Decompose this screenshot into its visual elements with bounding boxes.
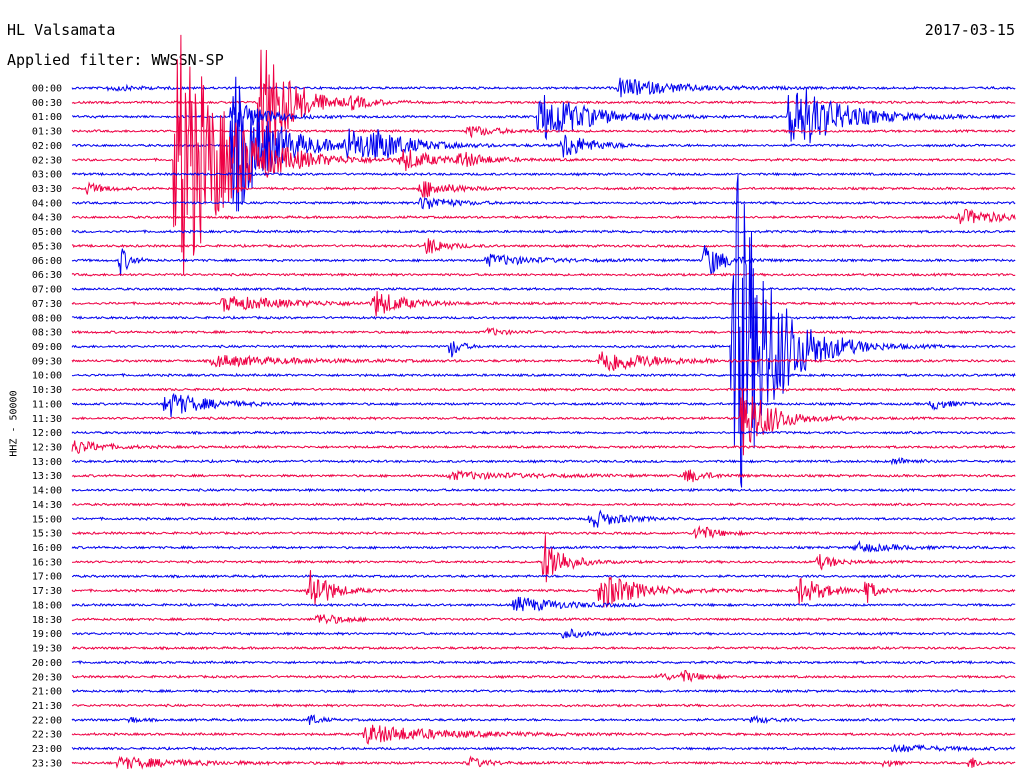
row-time-label: 13:30 — [32, 471, 62, 482]
trace-1330 — [71, 469, 1016, 483]
trace-0700 — [71, 286, 1016, 292]
row-time-label: 18:30 — [32, 615, 62, 626]
trace-0500 — [71, 229, 1016, 234]
row-time-label: 02:00 — [32, 141, 62, 152]
row-time-label: 20:30 — [32, 672, 62, 683]
trace-0100 — [72, 88, 1016, 144]
row-time-label: 17:30 — [32, 586, 62, 597]
row-time-label: 22:00 — [32, 715, 62, 726]
trace-1200 — [71, 430, 1016, 436]
trace-1830 — [71, 614, 1016, 625]
trace-2030 — [71, 669, 1016, 683]
row-time-label: 19:30 — [32, 644, 62, 655]
row-time-label: 20:00 — [32, 658, 62, 669]
row-time-label: 23:30 — [32, 758, 62, 769]
trace-0830 — [71, 326, 1016, 336]
trace-1600 — [71, 540, 1016, 553]
trace-2300 — [71, 743, 1016, 753]
trace-1930 — [71, 645, 1016, 651]
row-time-label: 08:30 — [32, 328, 62, 339]
trace-0000 — [71, 77, 1016, 98]
trace-0130 — [71, 125, 1016, 139]
trace-2230 — [71, 724, 1016, 745]
trace-0930 — [71, 351, 1016, 372]
trace-0300 — [71, 171, 1016, 177]
row-time-label: 03:30 — [32, 184, 62, 195]
applied-filter: Applied filter: WWSSN-SP — [7, 51, 224, 69]
trace-0900 — [71, 174, 1016, 488]
trace-0330 — [71, 181, 1016, 198]
trace-1300 — [71, 456, 1016, 466]
row-time-label: 01:00 — [32, 112, 62, 123]
row-time-label: 22:30 — [32, 730, 62, 741]
row-time-label: 09:00 — [32, 342, 62, 353]
trace-1730 — [71, 570, 1016, 608]
trace-0730 — [71, 291, 1016, 317]
trace-1430 — [71, 502, 1016, 507]
row-time-label: 00:30 — [32, 98, 62, 109]
row-time-label: 07:30 — [32, 299, 62, 310]
trace-1530 — [72, 524, 1016, 539]
row-time-label: 23:00 — [32, 744, 62, 755]
trace-0600 — [71, 245, 1016, 276]
row-time-label: 03:00 — [32, 170, 62, 181]
trace-2130 — [71, 703, 1016, 708]
row-time-label: 10:30 — [32, 385, 62, 396]
row-time-label: 15:00 — [32, 514, 62, 525]
row-time-label: 14:30 — [32, 500, 62, 511]
trace-1100 — [72, 392, 1016, 418]
trace-1800 — [71, 596, 1016, 612]
row-time-label: 15:30 — [32, 529, 62, 540]
row-time-label: 04:00 — [32, 198, 62, 209]
trace-1000 — [71, 372, 1016, 378]
trace-1400 — [71, 487, 1016, 493]
row-time-label: 11:30 — [32, 414, 62, 425]
row-time-label: 16:00 — [32, 543, 62, 554]
trace-1900 — [71, 628, 1016, 639]
station-name: HL Valsamata — [7, 21, 116, 39]
row-time-label: 10:00 — [32, 371, 62, 382]
row-time-label: 01:30 — [32, 127, 62, 138]
row-time-label: 11:00 — [32, 399, 62, 410]
row-time-label: 19:00 — [32, 629, 62, 640]
trace-1500 — [72, 509, 1016, 528]
trace-2330 — [71, 755, 1016, 770]
row-time-label: 04:30 — [32, 213, 62, 224]
trace-0030 — [71, 49, 1016, 148]
trace-1630 — [71, 535, 1016, 583]
row-time-label: 05:00 — [32, 227, 62, 238]
row-time-label: 21:30 — [32, 701, 62, 712]
row-time-label: 16:30 — [32, 557, 62, 568]
trace-1130 — [71, 389, 1016, 456]
trace-2200 — [71, 714, 1016, 726]
trace-1030 — [71, 387, 1016, 392]
row-time-label: 06:00 — [32, 256, 62, 267]
row-time-label: 02:30 — [32, 155, 62, 166]
row-time-label: 06:30 — [32, 270, 62, 281]
record-date: 2017-03-15 — [924, 21, 1015, 39]
row-time-label: 12:00 — [32, 428, 62, 439]
trace-2100 — [71, 688, 1016, 694]
row-time-label: 00:00 — [32, 84, 62, 95]
trace-0430 — [71, 208, 1016, 225]
trace-2000 — [71, 659, 1016, 665]
row-time-label: 08:00 — [32, 313, 62, 324]
row-time-label: 18:00 — [32, 600, 62, 611]
trace-0630 — [71, 272, 1016, 278]
trace-0230 — [71, 34, 1016, 276]
row-time-label: 17:00 — [32, 572, 62, 583]
row-time-label: 21:00 — [32, 687, 62, 698]
row-time-label: 09:30 — [32, 356, 62, 367]
trace-1230 — [71, 440, 1016, 455]
row-time-label: 12:30 — [32, 443, 62, 454]
row-time-label: 14:00 — [32, 486, 62, 497]
trace-0400 — [71, 196, 1016, 210]
trace-0530 — [71, 238, 1016, 254]
trace-0800 — [71, 315, 1016, 321]
trace-1700 — [71, 574, 1016, 579]
row-time-label: 07:00 — [32, 285, 62, 296]
row-time-label: 05:30 — [32, 241, 62, 252]
row-time-label: 13:00 — [32, 457, 62, 468]
